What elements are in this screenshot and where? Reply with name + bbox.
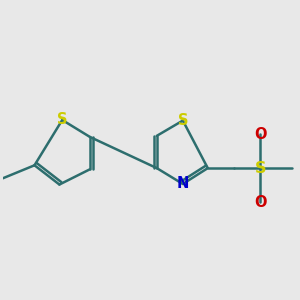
Text: N: N (177, 176, 189, 191)
Text: S: S (255, 160, 266, 175)
Text: S: S (178, 113, 188, 128)
Text: O: O (254, 127, 267, 142)
Text: O: O (254, 195, 267, 210)
Text: S: S (57, 112, 68, 128)
